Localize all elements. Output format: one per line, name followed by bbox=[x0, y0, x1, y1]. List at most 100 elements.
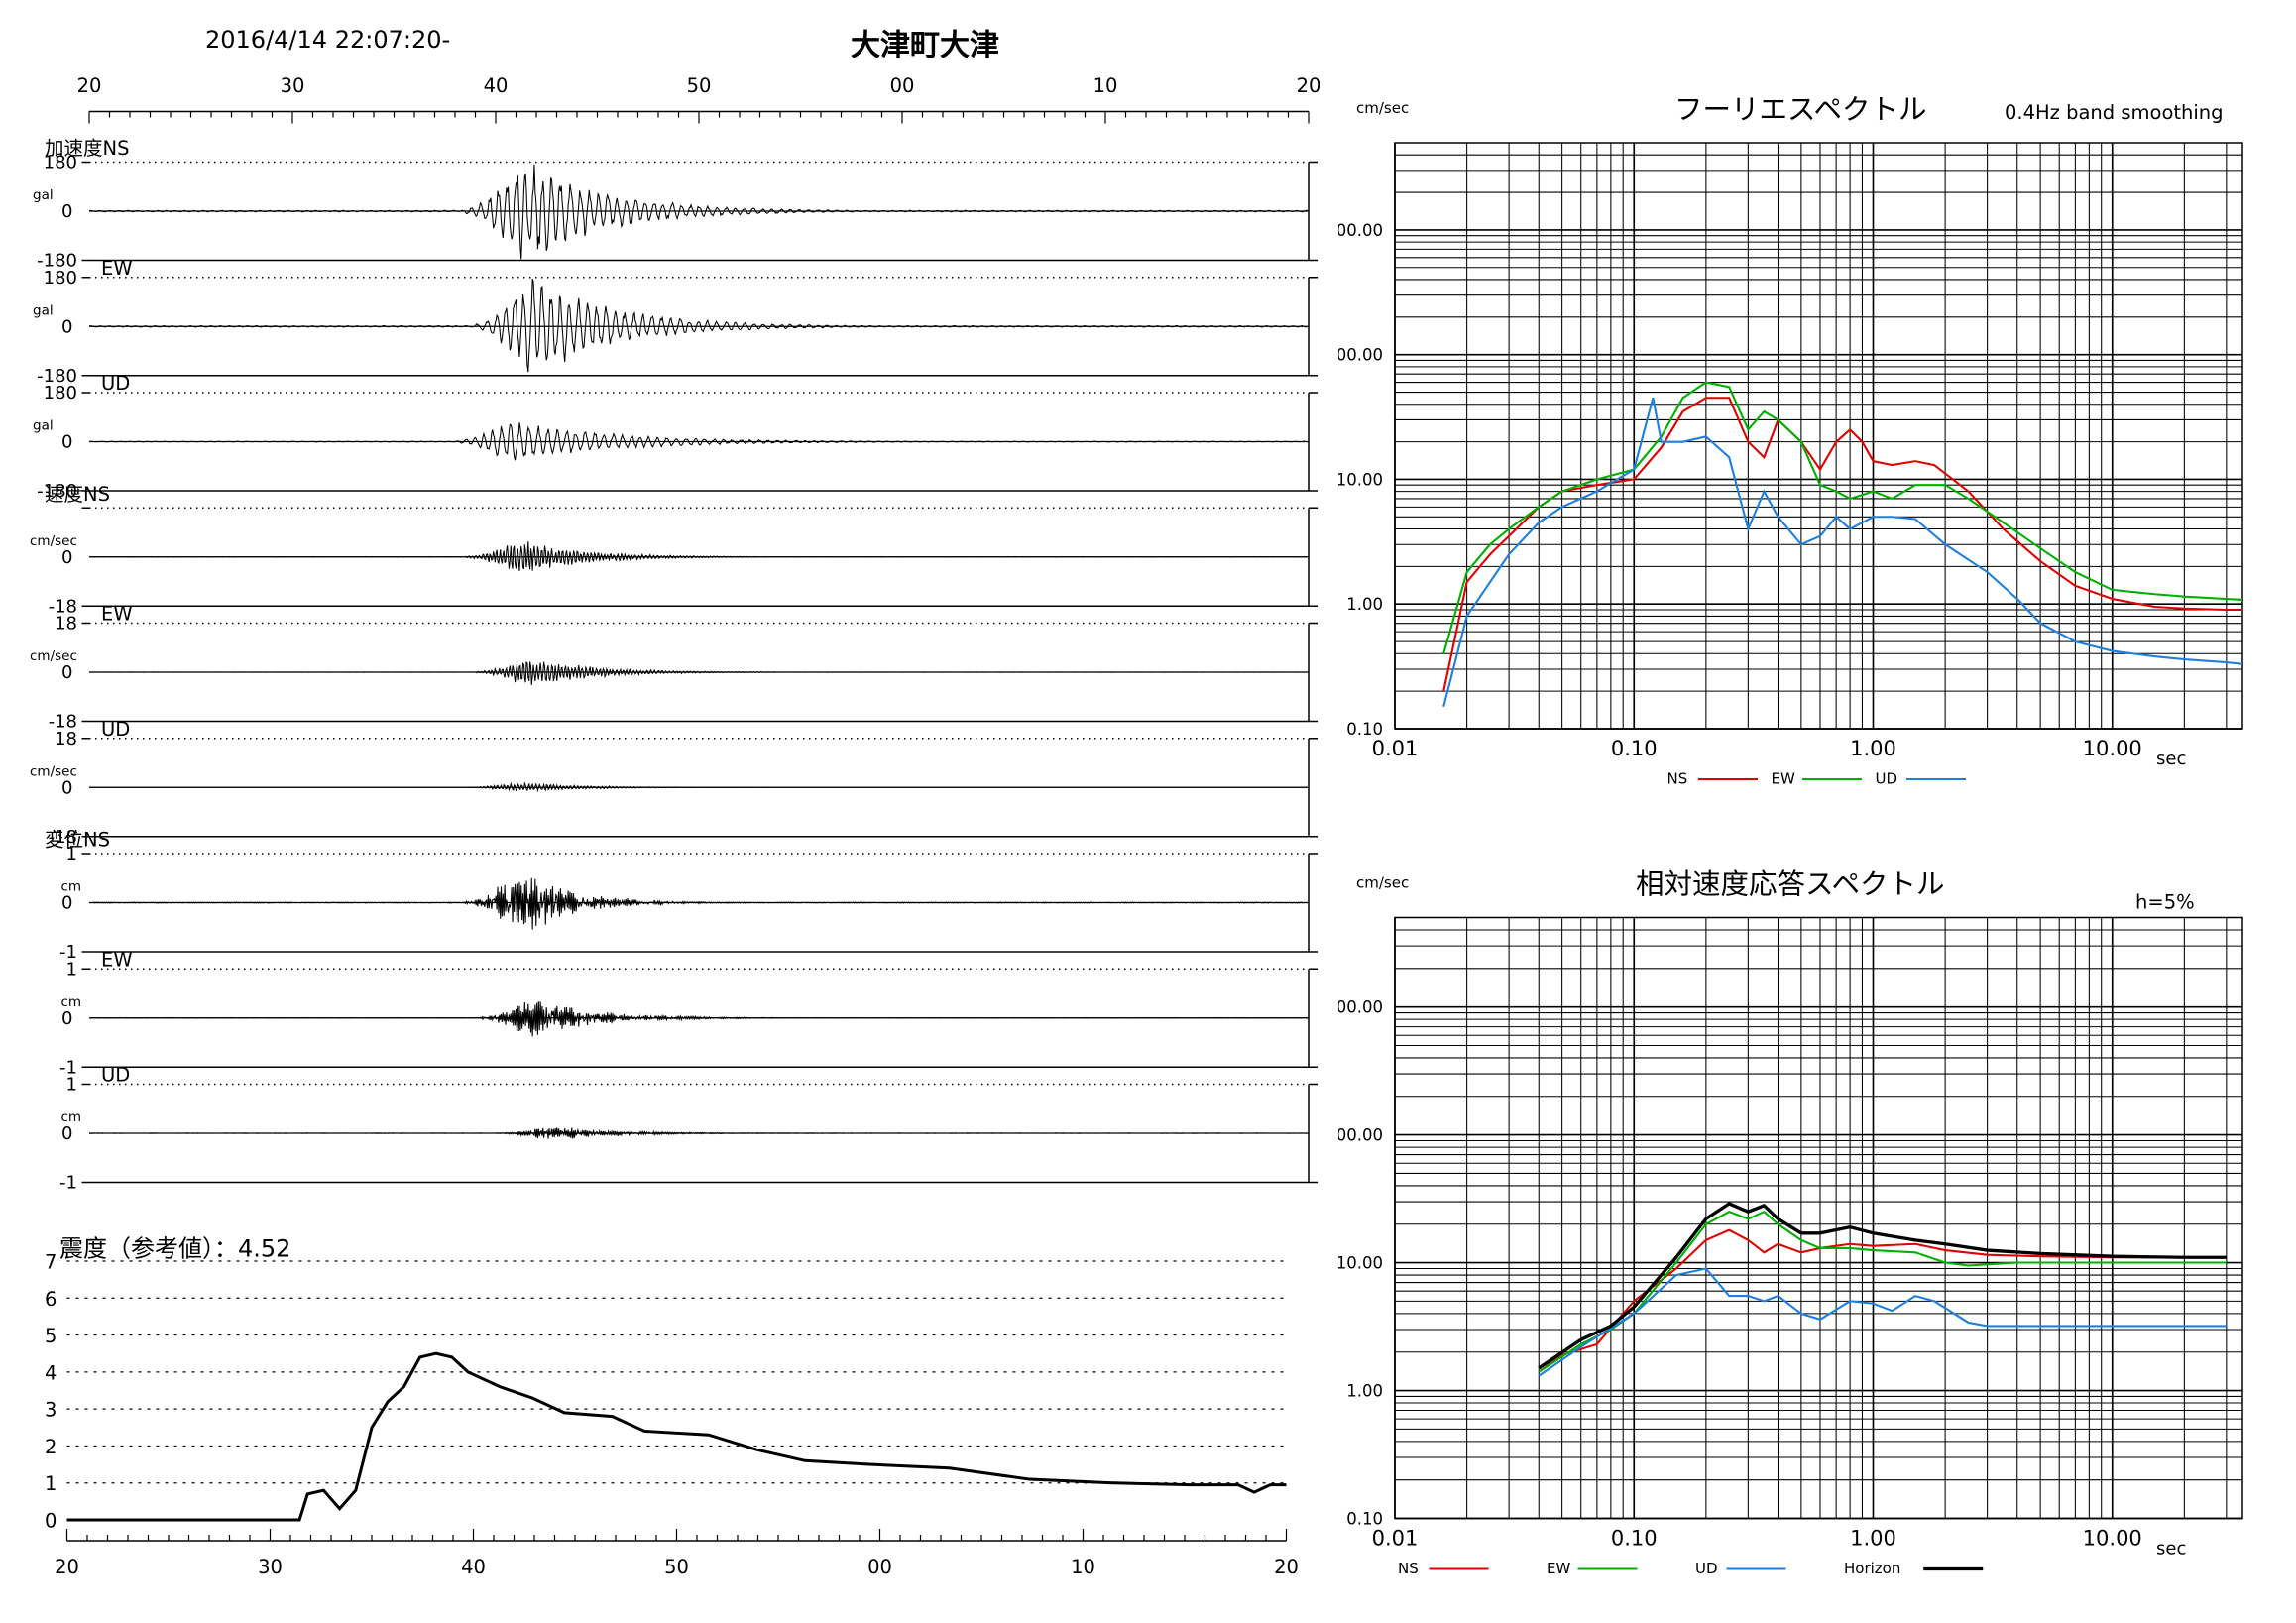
waveform-panel-accel-ud: UD 180 -180 0 gal bbox=[33, 372, 1318, 502]
unit-label: gal bbox=[33, 187, 54, 203]
legend-label: NS bbox=[1398, 1560, 1419, 1577]
scale-bottom-label: -180 bbox=[37, 251, 77, 272]
scale-zero-label: 0 bbox=[61, 777, 72, 798]
x-tick-label: 10.00 bbox=[2083, 737, 2142, 760]
scale-top-label: 180 bbox=[44, 268, 77, 289]
x-tick-label: 0.10 bbox=[1611, 737, 1658, 760]
waveform-panel-vel-ew: EW 18 -18 0cm/sec bbox=[30, 603, 1318, 733]
intensity-y-tick-label: 2 bbox=[45, 1436, 57, 1458]
scale-top-label: 18 bbox=[55, 729, 77, 750]
unit-label: gal bbox=[33, 418, 54, 434]
x-tick-label: 0.10 bbox=[1611, 1527, 1658, 1551]
waveform-panel-disp-ud: UD 1 -1 0cm bbox=[59, 1064, 1318, 1194]
y-tick-label: 1.00 bbox=[1346, 595, 1383, 614]
legend-label: EW bbox=[1772, 770, 1795, 788]
y-axis-label: cm/sec bbox=[1356, 99, 1409, 117]
x-axis-label: sec bbox=[2156, 749, 2186, 769]
legend-label: UD bbox=[1695, 1560, 1718, 1577]
time-tick-label: 10 bbox=[1093, 74, 1118, 97]
time-tick-label: 50 bbox=[687, 74, 712, 97]
waveform-trace bbox=[88, 541, 1310, 572]
component-label: EW bbox=[101, 948, 133, 971]
intensity-curve bbox=[66, 1351, 1287, 1522]
y-axis-label: cm/sec bbox=[1356, 874, 1409, 892]
intensity-x-tick-label: 50 bbox=[664, 1556, 689, 1578]
waveform-trace bbox=[88, 278, 1310, 373]
scale-zero-label: 0 bbox=[61, 316, 72, 337]
scale-bottom-label: -18 bbox=[49, 596, 77, 617]
component-label: EW bbox=[101, 257, 133, 280]
scale-zero-label: 0 bbox=[61, 547, 72, 568]
scale-bottom-label: -180 bbox=[37, 366, 77, 387]
scale-zero-label: 0 bbox=[61, 662, 72, 683]
section-label: 速度 bbox=[45, 483, 83, 506]
intensity-y-tick-label: 0 bbox=[45, 1510, 57, 1533]
station-name: 大津町大津 bbox=[851, 27, 999, 62]
waveform-panel-accel-ns: 加速度 NS 180 -180 0 gal bbox=[33, 137, 1318, 272]
scale-top-label: 18 bbox=[55, 614, 77, 635]
legend-label: NS bbox=[1667, 770, 1688, 788]
time-tick-label: 30 bbox=[281, 74, 305, 97]
waveform-trace bbox=[88, 1127, 1309, 1139]
series-line-horizon bbox=[1538, 1202, 2227, 1370]
intensity-x-tick-label: 30 bbox=[258, 1556, 283, 1578]
legend-label: UD bbox=[1876, 770, 1898, 788]
x-tick-label: 1.00 bbox=[1850, 1527, 1896, 1551]
scale-top-label: 1 bbox=[66, 844, 77, 865]
scale-top-label: 180 bbox=[44, 383, 77, 404]
intensity-y-tick-label: 7 bbox=[45, 1251, 57, 1274]
section-label: 加速度 bbox=[45, 137, 103, 160]
component-label: UD bbox=[101, 1064, 130, 1087]
x-axis-label: sec bbox=[2156, 1539, 2186, 1560]
waveform-panel-accel-ew: EW 180 -180 0 gal bbox=[33, 257, 1318, 387]
scale-bottom-label: -180 bbox=[37, 481, 77, 502]
intensity-y-tick-label: 1 bbox=[45, 1472, 57, 1495]
component-label: UD bbox=[101, 718, 130, 741]
waveform-trace bbox=[88, 877, 1310, 930]
scale-top-label: 1 bbox=[66, 959, 77, 980]
scale-bottom-label: -1 bbox=[59, 942, 77, 963]
y-tick-label: 1000.00 bbox=[1338, 998, 1383, 1017]
y-tick-label: 0.10 bbox=[1346, 1510, 1383, 1529]
intensity-y-tick-label: 5 bbox=[45, 1325, 57, 1347]
unit-label: cm/sec bbox=[30, 763, 77, 779]
component-label: NS bbox=[103, 137, 130, 160]
scale-bottom-label: -1 bbox=[59, 1057, 77, 1078]
unit-label: cm/sec bbox=[30, 533, 77, 549]
x-tick-label: 0.01 bbox=[1372, 737, 1419, 760]
scale-top-label: 1 bbox=[66, 1075, 77, 1096]
scale-zero-label: 0 bbox=[61, 1123, 72, 1144]
component-label: EW bbox=[101, 603, 133, 626]
time-tick-label: 40 bbox=[484, 74, 509, 97]
unit-label: gal bbox=[33, 302, 54, 318]
intensity-x-tick-label: 10 bbox=[1071, 1556, 1095, 1578]
scale-top-label: 180 bbox=[44, 153, 77, 174]
series-line-ew bbox=[1538, 1210, 2227, 1373]
intensity-y-tick-label: 3 bbox=[45, 1399, 57, 1422]
waveform-panel-disp-ns: 変位 NS 1 -1 0cm bbox=[45, 829, 1318, 963]
x-tick-label: 10.00 bbox=[2083, 1527, 2142, 1551]
y-tick-label: 1.00 bbox=[1346, 1382, 1383, 1401]
waveform-trace bbox=[88, 164, 1310, 260]
intensity-label: 震度（参考値）：4.52 bbox=[59, 1235, 290, 1263]
waveform-trace bbox=[89, 781, 1309, 793]
unit-label: cm/sec bbox=[30, 648, 77, 664]
intensity-x-tick-label: 20 bbox=[1274, 1556, 1299, 1578]
chart-title: 相対速度応答スペクトル bbox=[1636, 869, 1945, 901]
y-tick-label: 100.00 bbox=[1338, 346, 1383, 365]
time-tick-label: 00 bbox=[890, 74, 915, 97]
x-tick-label: 1.00 bbox=[1850, 737, 1896, 760]
series-line-ns bbox=[1442, 397, 2242, 692]
scale-zero-label: 0 bbox=[61, 1008, 72, 1029]
chart-subtitle: h=5% bbox=[2135, 891, 2195, 914]
scale-bottom-label: -18 bbox=[49, 712, 77, 733]
legend-label: Horizon bbox=[1844, 1560, 1900, 1577]
series-line-ud bbox=[1442, 397, 2243, 708]
intensity-x-tick-label: 00 bbox=[867, 1556, 892, 1578]
intensity-x-tick-label: 40 bbox=[461, 1556, 486, 1578]
legend-label: EW bbox=[1547, 1560, 1570, 1577]
chart-title: フーリエスペクトル bbox=[1674, 93, 1927, 126]
